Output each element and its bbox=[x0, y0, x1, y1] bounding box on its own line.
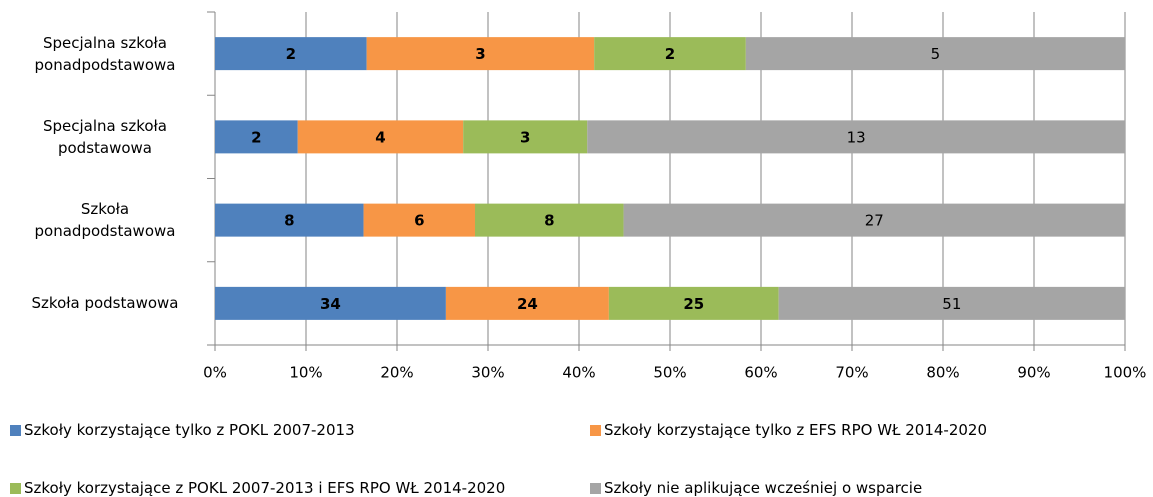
legend-swatch bbox=[590, 482, 601, 494]
data-label: 51 bbox=[942, 295, 961, 313]
y-tick-label: Specjalna szkoła ponadpodstawowa bbox=[34, 33, 176, 74]
x-tick-label: 70% bbox=[835, 364, 868, 382]
bar-segment bbox=[745, 37, 1125, 71]
bar-segment bbox=[445, 286, 609, 320]
x-tick-label: 10% bbox=[289, 364, 322, 382]
data-label: 5 bbox=[931, 45, 941, 63]
legend-label: Szkoły korzystające z POKL 2007-2013 i E… bbox=[24, 479, 506, 497]
bar-segment bbox=[587, 120, 1125, 154]
y-tick-label: Szkoła podstawowa bbox=[31, 294, 179, 313]
data-label: 2 bbox=[286, 45, 296, 63]
legend-item: Szkoły nie aplikujące wcześniej o wsparc… bbox=[590, 479, 922, 497]
data-label: 3 bbox=[520, 128, 530, 146]
x-tick-label: 100% bbox=[1104, 364, 1147, 382]
legend-label: Szkoły nie aplikujące wcześniej o wsparc… bbox=[604, 479, 923, 497]
bar-segment bbox=[215, 203, 364, 237]
y-tick-label: Szkoła ponadpodstawowa bbox=[34, 200, 176, 241]
data-label: 25 bbox=[683, 295, 704, 313]
data-label: 8 bbox=[284, 212, 294, 230]
legend-item: Szkoły korzystające tylko z POKL 2007-20… bbox=[10, 421, 355, 439]
data-label: 6 bbox=[414, 212, 424, 230]
legend-swatch bbox=[10, 482, 21, 494]
bar-segment bbox=[366, 37, 595, 71]
bar-segment bbox=[608, 286, 779, 320]
bar-segment bbox=[623, 203, 1125, 237]
bar-segment bbox=[463, 120, 588, 154]
x-tick-label: 20% bbox=[380, 364, 413, 382]
x-tick-label: 40% bbox=[562, 364, 595, 382]
legend-item: Szkoły korzystające tylko z EFS RPO WŁ 2… bbox=[590, 421, 987, 439]
bar-segment bbox=[594, 37, 746, 71]
data-label: 27 bbox=[865, 212, 884, 230]
x-tick-label: 30% bbox=[471, 364, 504, 382]
legend-swatch bbox=[590, 424, 601, 436]
x-tick-label: 50% bbox=[653, 364, 686, 382]
bar-segment bbox=[215, 37, 367, 71]
x-tick-label: 60% bbox=[744, 364, 777, 382]
bar-segment bbox=[215, 120, 298, 154]
data-label: 4 bbox=[375, 128, 385, 146]
data-label: 2 bbox=[251, 128, 261, 146]
data-label: 2 bbox=[665, 45, 675, 63]
bar-segment bbox=[363, 203, 475, 237]
legend-label: Szkoły korzystające tylko z EFS RPO WŁ 2… bbox=[604, 421, 987, 439]
x-tick-label: 90% bbox=[1017, 364, 1050, 382]
bar-segment bbox=[778, 286, 1125, 320]
x-tick-label: 80% bbox=[926, 364, 959, 382]
bar-segment bbox=[297, 120, 464, 154]
legend-label: Szkoły korzystające tylko z POKL 2007-20… bbox=[24, 421, 355, 439]
data-label: 3 bbox=[475, 45, 485, 63]
y-tick-label: Specjalna szkoła podstawowa bbox=[43, 116, 167, 157]
data-label: 8 bbox=[544, 212, 554, 230]
x-tick-label: 0% bbox=[203, 364, 227, 382]
bar-segment bbox=[475, 203, 624, 237]
data-label: 34 bbox=[320, 295, 341, 313]
data-label: 24 bbox=[517, 295, 538, 313]
data-label: 13 bbox=[847, 128, 866, 146]
bar-segment bbox=[215, 286, 446, 320]
legend-item: Szkoły korzystające z POKL 2007-2013 i E… bbox=[10, 479, 505, 497]
legend-swatch bbox=[10, 424, 21, 436]
